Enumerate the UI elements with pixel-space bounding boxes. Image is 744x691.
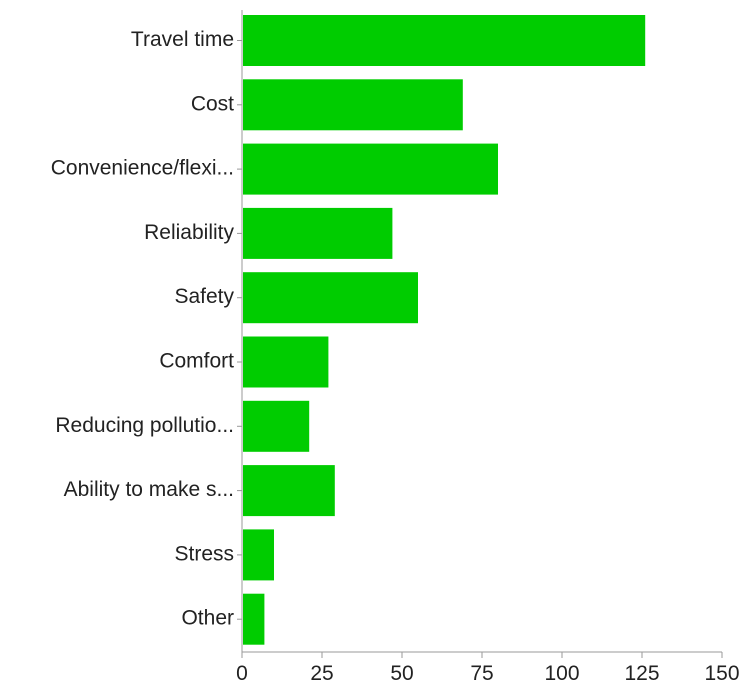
- x-tick-label: 125: [624, 662, 659, 685]
- x-tick-label: 25: [310, 662, 333, 685]
- x-ticks: 0 25 50 75 100 125 150: [236, 652, 740, 685]
- x-tick-label: 0: [236, 662, 248, 685]
- bar-convenience-flexi: [243, 143, 498, 195]
- x-tick-label: 100: [544, 662, 579, 685]
- category-label: Reliability: [144, 221, 234, 244]
- category-label: Comfort: [159, 350, 234, 373]
- bar-safety: [243, 272, 418, 324]
- category-label: Stress: [174, 542, 234, 565]
- x-tick-label: 150: [704, 662, 739, 685]
- x-tick-label: 50: [390, 662, 413, 685]
- bar-travel-time: [243, 15, 646, 66]
- category-label: Other: [181, 607, 234, 630]
- bar-comfort: [243, 336, 329, 388]
- category-label: Ability to make s...: [64, 478, 234, 501]
- bar-other: [243, 593, 265, 645]
- bar-stress: [243, 529, 274, 581]
- category-label: Reducing pollutio...: [55, 414, 234, 437]
- bar-reliability: [243, 207, 393, 259]
- x-tick-label: 75: [470, 662, 493, 685]
- category-labels: Travel time Cost Convenience/flexi... Relia…: [51, 28, 235, 630]
- category-label: Cost: [191, 92, 234, 115]
- category-label: Safety: [174, 285, 234, 308]
- category-label: Convenience/flexi...: [51, 157, 234, 180]
- category-label: Travel time: [131, 28, 234, 51]
- bar-reducing-pollutio: [243, 400, 310, 452]
- bar-ability-to-make-s: [243, 465, 335, 517]
- bars-group: [243, 15, 646, 645]
- bar-cost: [243, 79, 463, 131]
